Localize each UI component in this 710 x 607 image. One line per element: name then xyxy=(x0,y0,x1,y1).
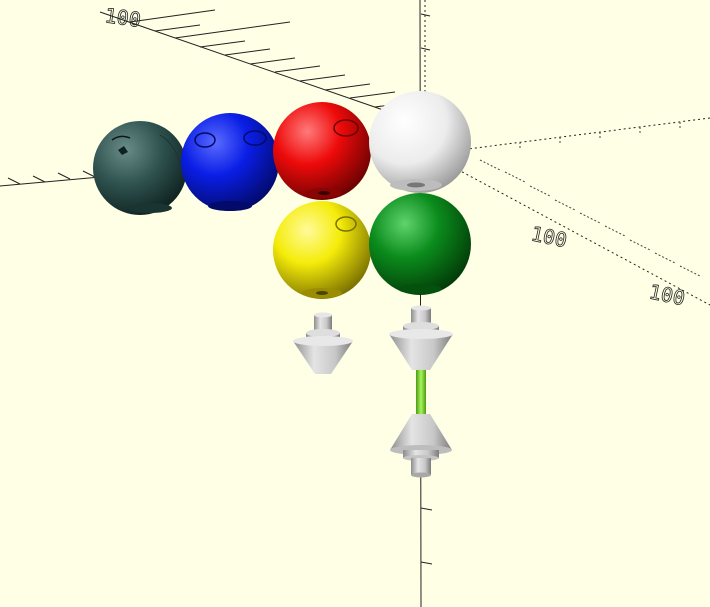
connector-rod[interactable] xyxy=(416,370,426,414)
white-sphere[interactable] xyxy=(369,91,471,193)
axis-label-right-low: 100 xyxy=(647,279,687,310)
blue-sphere[interactable] xyxy=(181,113,279,211)
red-sphere[interactable] xyxy=(273,102,371,200)
axis-y-ticks xyxy=(7,170,96,185)
connector-peg-top[interactable] xyxy=(389,305,453,371)
connector-peg-bottom[interactable] xyxy=(390,414,452,478)
axis-x-positive xyxy=(459,117,710,151)
small-cone-peg[interactable] xyxy=(293,312,353,375)
green-sphere[interactable] xyxy=(369,193,471,295)
axis-label-upper-left: 100 xyxy=(103,3,142,32)
yellow-sphere[interactable] xyxy=(273,201,371,299)
dark-slate-sphere[interactable] xyxy=(93,121,187,215)
axis-y-positive xyxy=(439,159,710,306)
axis-label-right-mid: 100 xyxy=(529,221,569,252)
axis-positive-ticks xyxy=(479,122,701,277)
